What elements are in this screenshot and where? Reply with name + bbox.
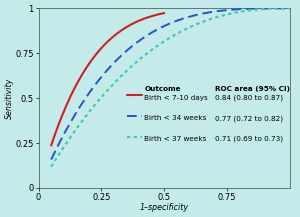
Text: Outcome: Outcome (144, 85, 181, 92)
Y-axis label: Sensitivity: Sensitivity (5, 77, 14, 119)
Text: Birth < 7-10 days: Birth < 7-10 days (144, 95, 208, 100)
Text: Birth < 37 weeks: Birth < 37 weeks (144, 136, 206, 142)
Text: 0.84 (0.80 to 0.87): 0.84 (0.80 to 0.87) (214, 95, 283, 101)
Text: ROC area (95% CI): ROC area (95% CI) (214, 85, 290, 92)
Text: 0.77 (0.72 to 0.82): 0.77 (0.72 to 0.82) (214, 115, 283, 122)
Text: 0.71 (0.69 to 0.73): 0.71 (0.69 to 0.73) (214, 136, 283, 142)
X-axis label: 1–specificity: 1–specificity (140, 203, 189, 212)
Text: Birth < 34 weeks: Birth < 34 weeks (144, 115, 206, 121)
